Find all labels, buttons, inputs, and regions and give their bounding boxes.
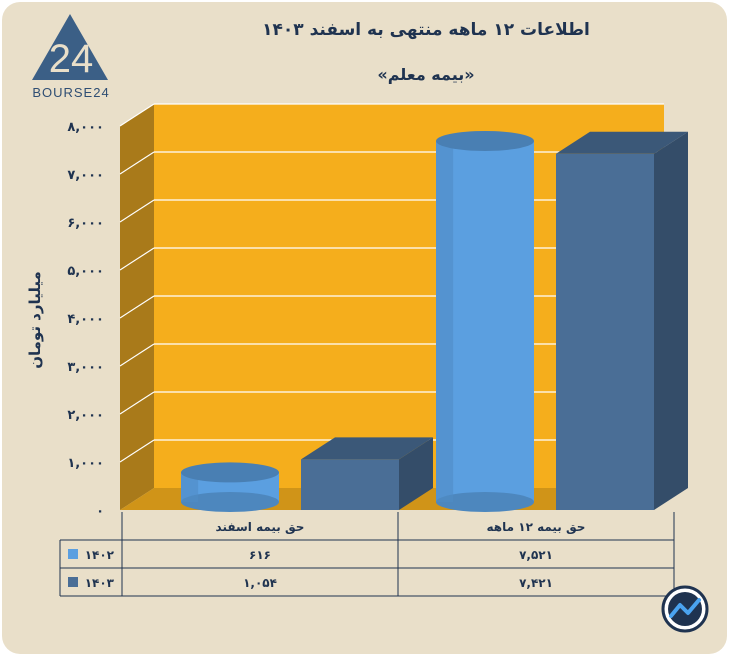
- y-axis-label: میلیارد تومان: [26, 271, 44, 369]
- y-tick-label: ۱,۰۰۰: [67, 456, 104, 471]
- data-label: ۱,۰۵۴: [243, 576, 277, 590]
- bar-box-side: [399, 437, 433, 510]
- bar-cylinder: [436, 130, 534, 512]
- y-tick-label: ۸,۰۰۰: [67, 120, 104, 135]
- gridline-side: [119, 295, 155, 319]
- logo-text: BOURSE24: [32, 85, 109, 100]
- chart-subtitle: «بیمه معلم»: [377, 65, 474, 84]
- gridline-side: [119, 247, 155, 271]
- bar-cylinder-bottom: [181, 492, 279, 512]
- y-tick-label: ۳,۰۰۰: [67, 360, 104, 375]
- gridline-side: [119, 151, 155, 175]
- y-tick-label: ۶,۰۰۰: [67, 216, 104, 231]
- gridline-side: [119, 391, 155, 415]
- y-tick-label: ۵,۰۰۰: [67, 264, 104, 279]
- gridline-side: [119, 439, 155, 463]
- legend-label: ۱۴۰۲: [85, 548, 115, 562]
- bar-box: [301, 437, 433, 510]
- y-tick-label: ۰: [96, 504, 104, 519]
- gridline-side: [119, 343, 155, 367]
- bar-cylinder-top: [436, 130, 534, 151]
- bar-box: [556, 131, 688, 511]
- gridline-side: [119, 103, 155, 127]
- bar-cylinder-shade: [436, 140, 454, 502]
- bar-box-front: [556, 153, 654, 511]
- x-tick-label: حق بیمه اسفند: [216, 520, 305, 534]
- data-label: ۷,۵۲۱: [519, 548, 553, 562]
- y-tick-label: ۴,۰۰۰: [67, 312, 104, 327]
- bars: [181, 130, 688, 512]
- bar-cylinder-top: [181, 462, 279, 483]
- badge-trend-arrow: [669, 598, 701, 618]
- y-tick-label: ۲,۰۰۰: [67, 408, 104, 423]
- bar-cylinder: [181, 462, 279, 512]
- data-label: ۶۱۶: [249, 548, 271, 562]
- bar-box-top: [556, 131, 688, 154]
- legend-label: ۱۴۰۳: [85, 576, 115, 590]
- bar-box-side: [654, 131, 688, 511]
- x-tick-label: حق بیمه ۱۲ ماهه: [487, 520, 586, 534]
- logo-number: 24: [49, 37, 94, 81]
- gridline-side: [119, 199, 155, 223]
- legend-swatch: [68, 577, 78, 587]
- logo-triangle-icon: [32, 14, 108, 80]
- y-tick-label: ۷,۰۰۰: [67, 168, 104, 183]
- data-table: حق بیمه اسفند حق بیمه ۱۲ ماهه ۱۴۰۲ ۶۱۶ ۷,۵۲۱…: [59, 512, 675, 597]
- legend-swatch: [68, 549, 78, 559]
- bourse24-badge-icon: [661, 585, 709, 633]
- bar-box-top: [301, 437, 433, 460]
- bar-cylinder-bottom: [436, 492, 534, 512]
- bar-box-front: [301, 459, 399, 510]
- chart-title: اطلاعات ۱۲ ماهه منتهی به اسفند ۱۴۰۳: [262, 20, 590, 40]
- y-axis-ticks: ۰ ۱,۰۰۰ ۲,۰۰۰ ۳,۰۰۰ ۴,۰۰۰ ۵,۰۰۰ ۶,۰۰۰ ۷,۰۰۰ ۸,۰۰…: [67, 120, 104, 519]
- bourse24-logo: 24 BOURSE24: [32, 14, 109, 100]
- bar-cylinder-shade: [181, 472, 199, 502]
- data-label: ۷,۴۲۱: [519, 576, 553, 590]
